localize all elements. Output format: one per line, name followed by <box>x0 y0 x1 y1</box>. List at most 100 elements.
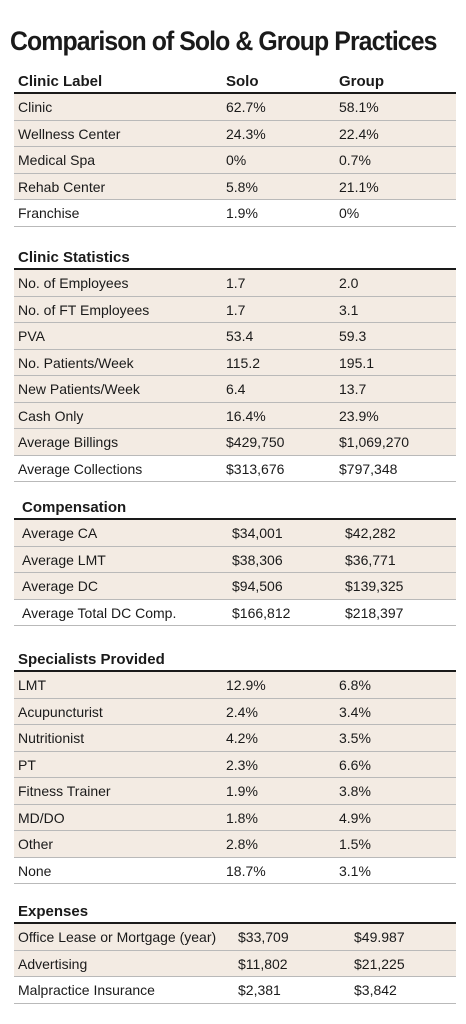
group-value: 58.1% <box>339 99 379 115</box>
section-header: Compensation <box>14 496 456 520</box>
group-value: $36,771 <box>345 551 396 568</box>
solo-value: 1.7 <box>226 275 246 291</box>
row-label: None <box>18 862 52 879</box>
row-label: LMT <box>18 677 46 693</box>
table-row: Fitness Trainer 1.9% 3.8% <box>14 778 456 805</box>
table-row: None 18.7% 3.1% <box>14 858 456 884</box>
table-row: PVA 53.4 59.3 <box>14 323 456 350</box>
group-value: $139,325 <box>345 578 404 594</box>
row-label: Average LMT <box>22 551 106 568</box>
group-value: $42,282 <box>345 525 396 541</box>
row-label: New Patients/Week <box>18 381 140 397</box>
row-label: Average Total DC Comp. <box>22 604 177 621</box>
row-label: Clinic <box>18 99 53 115</box>
solo-value: 1.7 <box>226 301 246 318</box>
row-label: No. Patients/Week <box>18 354 134 371</box>
row-label: Fitness Trainer <box>18 783 111 799</box>
table-row: Clinic 62.7% 58.1% <box>14 94 456 121</box>
group-value: 195.1 <box>339 354 375 371</box>
group-value: $21,225 <box>354 955 405 972</box>
solo-value: 2.4% <box>226 703 258 720</box>
solo-value: 6.4 <box>226 381 246 397</box>
table-row: New Patients/Week 6.4 13.7 <box>14 376 456 403</box>
group-value: 21.1% <box>339 178 379 195</box>
row-label: Average CA <box>22 525 98 541</box>
group-value: 59.3 <box>339 328 367 344</box>
table-row: Malpractice Insurance $2,381 $3,842 <box>14 977 456 1004</box>
solo-value: 18.7% <box>226 862 266 879</box>
row-label: Average Collections <box>18 460 143 477</box>
row-label: Medical Spa <box>18 152 96 168</box>
row-label: Cash Only <box>18 407 84 424</box>
solo-value: 4.2% <box>226 730 258 746</box>
solo-value: 12.9% <box>226 677 266 693</box>
column-header-group: Group <box>339 73 384 90</box>
column-header-label: Clinic Label <box>18 73 103 90</box>
table-row: Average DC $94,506 $139,325 <box>14 573 456 600</box>
solo-value: 62.7% <box>226 99 266 115</box>
group-value: 3.1 <box>339 301 359 318</box>
specialists-table: Specialists Provided LMT 12.9% 6.8% Acup… <box>14 648 456 884</box>
section-header: Expenses <box>14 900 456 924</box>
solo-value: 24.3% <box>226 125 266 142</box>
group-value: 3.1% <box>339 862 371 879</box>
page-title: Comparison of Solo & Group Practices <box>10 26 437 56</box>
group-value: 23.9% <box>339 407 379 424</box>
table-row: No. of FT Employees 1.7 3.1 <box>14 296 456 323</box>
group-value: 4.9% <box>339 809 371 826</box>
group-value: 3.4% <box>339 703 371 720</box>
table-row: Advertising $11,802 $21,225 <box>14 950 456 977</box>
row-label: Average DC <box>22 578 99 594</box>
section-header: Clinic Label Solo Group <box>14 70 456 94</box>
solo-value: 2.8% <box>226 836 258 852</box>
group-value: 3.8% <box>339 783 371 799</box>
row-label: PT <box>18 756 36 773</box>
group-value: $218,397 <box>345 604 404 621</box>
group-value: 0.7% <box>339 152 371 168</box>
section-header: Specialists Provided <box>14 648 456 672</box>
row-label: Rehab Center <box>18 178 106 195</box>
solo-value: $11,802 <box>238 955 288 972</box>
table-row: Medical Spa 0% 0.7% <box>14 147 456 174</box>
solo-value: $33,709 <box>238 929 289 945</box>
solo-value: $38,306 <box>232 551 283 568</box>
table-row: MD/DO 1.8% 4.9% <box>14 804 456 831</box>
row-label: Office Lease or Mortgage (year) <box>18 929 217 945</box>
solo-value: 53.4 <box>226 328 254 344</box>
solo-value: 1.9% <box>226 205 258 221</box>
group-value: 0% <box>339 205 360 221</box>
table-row: Average Collections $313,676 $797,348 <box>14 456 456 482</box>
row-label: MD/DO <box>18 809 65 826</box>
compensation-table: Compensation Average CA $34,001 $42,282 … <box>14 496 456 626</box>
group-value: 6.6% <box>339 756 371 773</box>
solo-value: 115.2 <box>226 354 260 371</box>
table-row: PT 2.3% 6.6% <box>14 751 456 778</box>
table-row: No. of Employees 1.7 2.0 <box>14 270 456 297</box>
solo-value: 2.3% <box>226 756 258 773</box>
row-label: PVA <box>18 328 45 344</box>
solo-value: 1.9% <box>226 783 258 799</box>
group-value: 1.5% <box>339 836 371 852</box>
group-value: $797,348 <box>339 460 398 477</box>
column-header-solo: Solo <box>226 73 259 90</box>
row-label: Franchise <box>18 205 80 221</box>
row-label: No. of Employees <box>18 275 129 291</box>
solo-value: $166,812 <box>232 604 291 621</box>
row-label: Advertising <box>18 955 88 972</box>
table-row: Wellness Center 24.3% 22.4% <box>14 120 456 147</box>
table-row: Acupuncturist 2.4% 3.4% <box>14 698 456 725</box>
table-row: Cash Only 16.4% 23.9% <box>14 402 456 429</box>
section-title: Clinic Statistics <box>18 249 130 266</box>
group-value: $49.987 <box>354 929 405 945</box>
group-value: 6.8% <box>339 677 371 693</box>
solo-value: $2,381 <box>238 982 281 998</box>
row-label: Wellness Center <box>18 125 121 142</box>
solo-value: 16.4% <box>226 407 266 424</box>
clinic-label-table: Clinic Label Solo Group Clinic 62.7% 58.… <box>14 70 456 227</box>
solo-value: $94,506 <box>232 578 283 594</box>
section-title: Compensation <box>22 499 127 516</box>
section-header: Clinic Statistics <box>14 246 456 270</box>
table-row: No. Patients/Week 115.2 195.1 <box>14 349 456 376</box>
row-label: Nutritionist <box>18 730 85 746</box>
table-row: Franchise 1.9% 0% <box>14 200 456 227</box>
